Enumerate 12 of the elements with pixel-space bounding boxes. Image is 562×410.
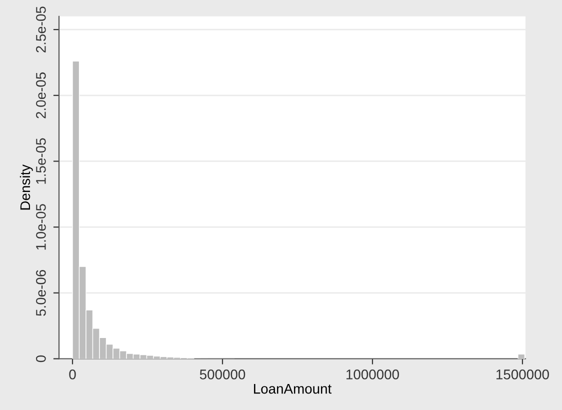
y-tick-label: 2.5e-05 (36, 6, 46, 52)
x-axis-title: LoanAmount (254, 384, 332, 394)
y-tick-label: 1.0e-05 (36, 204, 46, 250)
y-tick-label: 1.5e-05 (36, 138, 46, 184)
y-tick-label: 0 (36, 355, 46, 362)
y-tick-label: 2.0e-05 (36, 72, 46, 118)
y-tick-label: 5.0e-06 (36, 270, 46, 316)
x-tick-label: 1000000 (346, 370, 399, 380)
x-tick-label: 500000 (200, 370, 246, 380)
x-tick-label: 0 (69, 370, 76, 380)
y-axis-title: Density (20, 164, 33, 210)
x-tick-label: 1500000 (496, 370, 549, 380)
